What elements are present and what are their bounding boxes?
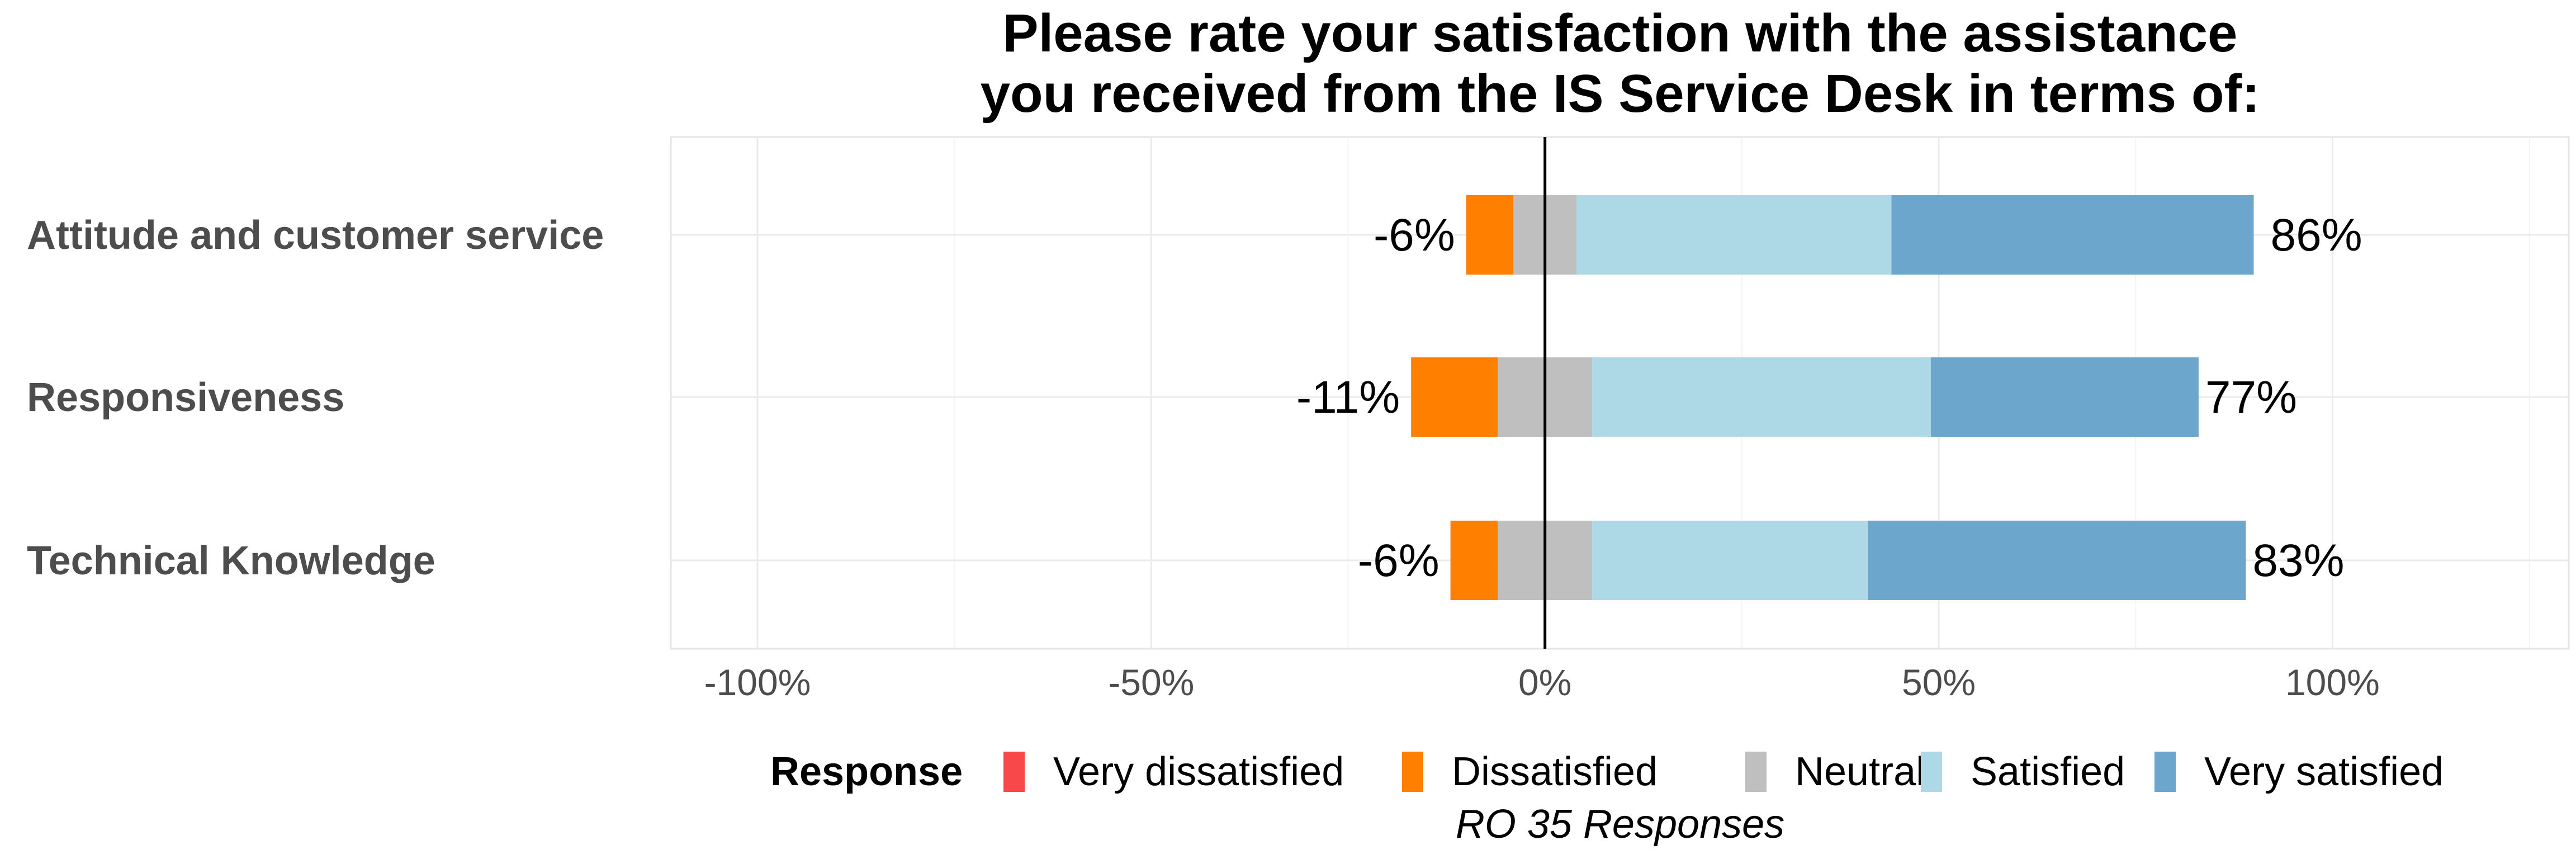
x-tick-label: 50% xyxy=(1902,662,1976,703)
plot-panel xyxy=(670,136,2570,650)
bar-very-satisfied xyxy=(1930,357,2199,437)
legend-swatch-neutral xyxy=(1745,752,1767,792)
legend-title: Response xyxy=(770,749,963,794)
legend-swatch-very-satisfied xyxy=(2154,752,2176,792)
x-tick-label: 100% xyxy=(2285,662,2380,703)
legend-label-very-satisfied: Very satisfied xyxy=(2204,749,2444,794)
x-axis-ticks: -100% -50% 0% 50% 100% xyxy=(704,662,2380,703)
bar-very-satisfied xyxy=(1891,195,2254,275)
x-tick-label: -100% xyxy=(704,662,811,703)
right-percent-label: 77% xyxy=(2205,372,2297,423)
caption: RO 35 Responses xyxy=(1456,802,1784,847)
category-labels: Attitude and customer service Responsiven… xyxy=(27,213,604,583)
bar-dissatisfied xyxy=(1466,195,1514,275)
right-percent-label: 83% xyxy=(2252,535,2344,586)
category-label: Technical Knowledge xyxy=(27,539,435,583)
bar-satisfied xyxy=(1592,357,1931,437)
bar-dissatisfied xyxy=(1411,357,1498,437)
chart-title-line-2: you received from the IS Service Desk in… xyxy=(981,64,2260,124)
category-label: Responsiveness xyxy=(27,375,344,420)
category-label: Attitude and customer service xyxy=(27,213,604,258)
legend-label-neutral: Neutral xyxy=(1795,749,1925,794)
bars xyxy=(1411,195,2254,600)
legend: Response Very dissatisfied Dissatisfied Ne… xyxy=(770,749,2444,794)
x-tick-label: -50% xyxy=(1108,662,1194,703)
legend-items: Very dissatisfied Dissatisfied Neutral Sati… xyxy=(1003,749,2444,794)
legend-swatch-satisfied xyxy=(1921,752,1942,792)
right-percent-label: 86% xyxy=(2271,210,2362,261)
legend-label-dissatisfied: Dissatisfied xyxy=(1452,749,1658,794)
chart-title-line-1: Please rate your satisfaction with the a… xyxy=(1003,3,2238,63)
bar-satisfied xyxy=(1576,195,1892,275)
legend-label-very-dissatisfied: Very dissatisfied xyxy=(1053,749,1344,794)
legend-swatch-dissatisfied xyxy=(1402,752,1423,792)
left-percent-label: -6% xyxy=(1374,210,1455,261)
legend-swatch-very-dissatisfied xyxy=(1003,752,1025,792)
bar-dissatisfied xyxy=(1450,521,1498,600)
x-tick-label: 0% xyxy=(1518,662,1571,703)
legend-label-satisfied: Satisfied xyxy=(1971,749,2125,794)
data-labels: -6% 86% -11% 77% -6% 83% xyxy=(1296,210,2362,586)
bar-very-satisfied xyxy=(1868,521,2246,600)
left-percent-label: -6% xyxy=(1358,535,1439,586)
left-percent-label: -11% xyxy=(1296,372,1400,423)
bar-satisfied xyxy=(1592,521,1868,600)
